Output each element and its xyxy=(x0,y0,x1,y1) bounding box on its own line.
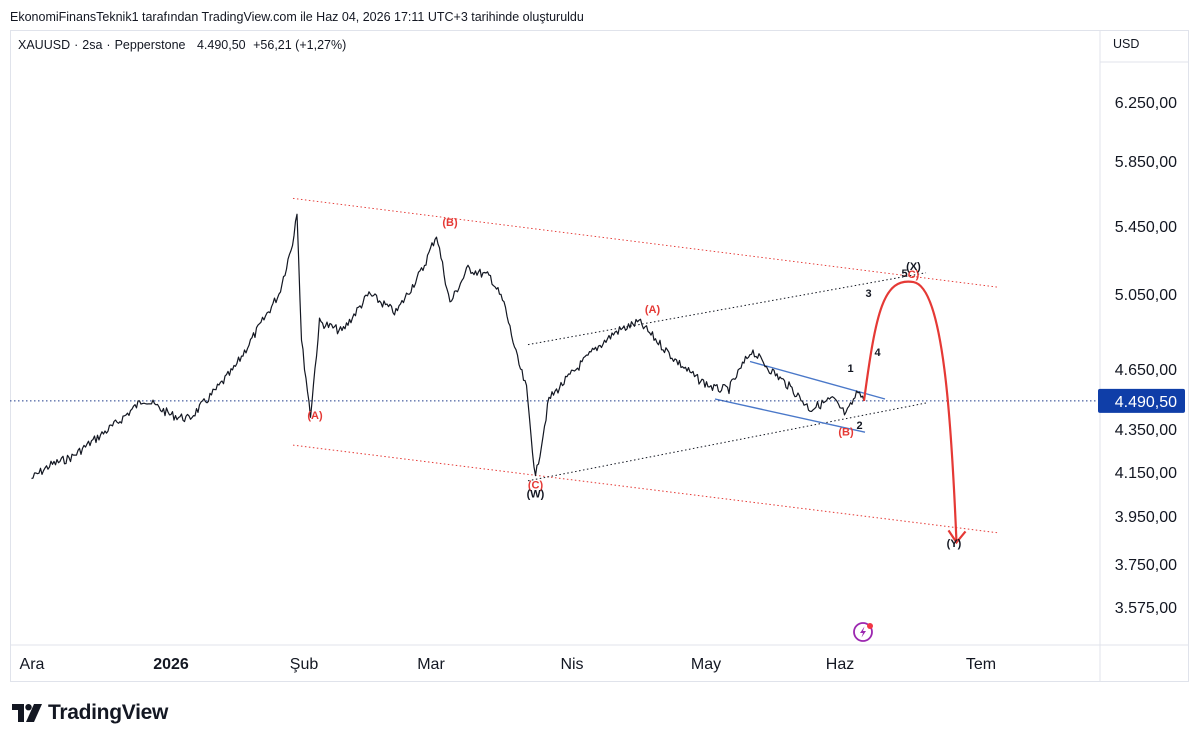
symbol-price: 4.490,50 xyxy=(196,38,246,52)
symbol-name[interactable]: XAUUSD xyxy=(18,38,71,52)
last-price-badge-bg xyxy=(1098,388,1185,413)
channel-lines xyxy=(10,197,1100,534)
last-price-badge-text: 4.490,50 xyxy=(1115,394,1177,411)
symbol-separator-2: · xyxy=(106,38,111,52)
y-tick-label: 3.950,00 xyxy=(1115,509,1177,526)
wave-label: (W) xyxy=(527,488,545,500)
y-tick-label: 3.575,00 xyxy=(1115,600,1177,617)
y-tick-label: 6.250,00 xyxy=(1115,95,1177,112)
wave-label: 3 xyxy=(865,288,871,300)
wedge-lower-line xyxy=(714,398,866,433)
wedge-upper-line xyxy=(749,360,886,400)
x-tick-label: Tem xyxy=(966,656,996,673)
y-tick-label: 3.750,00 xyxy=(1115,557,1177,574)
symbol-header: XAUUSD · 2sa · Pepperstone 4.490,50 +56,21 (… xyxy=(18,38,350,52)
price-series xyxy=(31,213,865,480)
price-line xyxy=(31,213,865,480)
symbol-separator: · xyxy=(74,38,79,52)
wave-label: 1 xyxy=(847,363,853,375)
symbol-interval[interactable]: 2sa xyxy=(82,38,103,52)
wave-label: (A) xyxy=(307,410,323,422)
chart-caption: EkonomiFinansTeknik1 tarafından TradingV… xyxy=(10,10,584,24)
wave-label: (Y) xyxy=(947,538,962,550)
projection-arrowhead xyxy=(947,529,967,545)
x-tick-label: 2026 xyxy=(153,656,189,673)
axes: USD 6.250,00 5.850,00 5.450,00 5.050,00 4.65… xyxy=(10,30,1189,682)
wave-label: (A) xyxy=(645,304,661,316)
wave-label: C) xyxy=(908,269,920,281)
x-axis-ticks: Ara 2026 Şub Mar Nis May Haz Tem xyxy=(20,656,997,673)
chart-frame[interactable] xyxy=(10,30,1189,682)
y-tick-label: 4.650,00 xyxy=(1115,362,1177,379)
currency-label[interactable]: USD xyxy=(1113,37,1139,51)
y-tick-label: 5.850,00 xyxy=(1115,154,1177,171)
lower-triangle-line xyxy=(527,402,927,482)
wave-label: (X) xyxy=(906,261,921,273)
x-tick-label: Ara xyxy=(20,656,45,673)
wave-label: (B) xyxy=(838,426,854,438)
y-tick-label: 4.350,00 xyxy=(1115,422,1177,439)
projection-path xyxy=(862,280,967,545)
wave-label: 2 xyxy=(856,420,862,432)
x-tick-label: Mar xyxy=(417,656,445,673)
upper-channel-line xyxy=(292,197,999,288)
y-tick-label: 5.050,00 xyxy=(1115,287,1177,304)
tradingview-logo[interactable]: TradingView xyxy=(12,700,168,726)
y-tick-label: 5.450,00 xyxy=(1115,219,1177,236)
wave-label: 4 xyxy=(874,347,881,359)
alert-icon[interactable] xyxy=(853,622,873,642)
wave-label: 5 xyxy=(901,268,907,280)
upper-triangle-line xyxy=(527,272,927,346)
tradingview-logo-icon xyxy=(12,704,42,722)
symbol-change: +56,21 (+1,27%) xyxy=(253,38,347,52)
x-tick-label: Haz xyxy=(826,656,854,673)
wave-labels: (A) (B) (C)(W) (A) (B) 1 2 3 4 5 C)(X) (Y) xyxy=(307,217,961,550)
x-tick-label: Nis xyxy=(560,656,583,673)
x-tick-label: Şub xyxy=(290,656,319,673)
projection-curve xyxy=(862,280,958,543)
y-tick-label: 4.150,00 xyxy=(1115,465,1177,482)
wave-label: (B) xyxy=(442,217,458,229)
tradingview-logo-text: TradingView xyxy=(48,701,169,724)
last-price-badge: 4.490,50 xyxy=(1098,388,1185,413)
lower-channel-line xyxy=(292,444,999,534)
symbol-source: Pepperstone xyxy=(114,38,186,52)
y-axis-ticks: 6.250,00 5.850,00 5.450,00 5.050,00 4.650,00… xyxy=(1115,95,1177,617)
wave-label: (C) xyxy=(528,480,544,492)
x-tick-label: May xyxy=(691,656,721,673)
